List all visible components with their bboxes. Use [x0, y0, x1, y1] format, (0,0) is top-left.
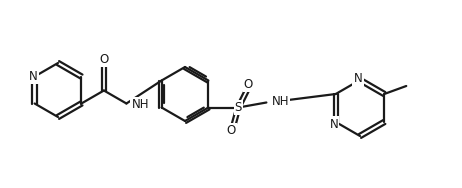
Text: N: N	[29, 70, 38, 83]
Text: S: S	[235, 101, 242, 114]
Text: N: N	[329, 118, 338, 130]
Text: N: N	[353, 71, 362, 84]
Text: NH: NH	[131, 98, 149, 111]
Text: NH: NH	[271, 95, 289, 108]
Text: O: O	[244, 78, 253, 91]
Text: O: O	[99, 53, 109, 66]
Text: O: O	[227, 124, 236, 137]
